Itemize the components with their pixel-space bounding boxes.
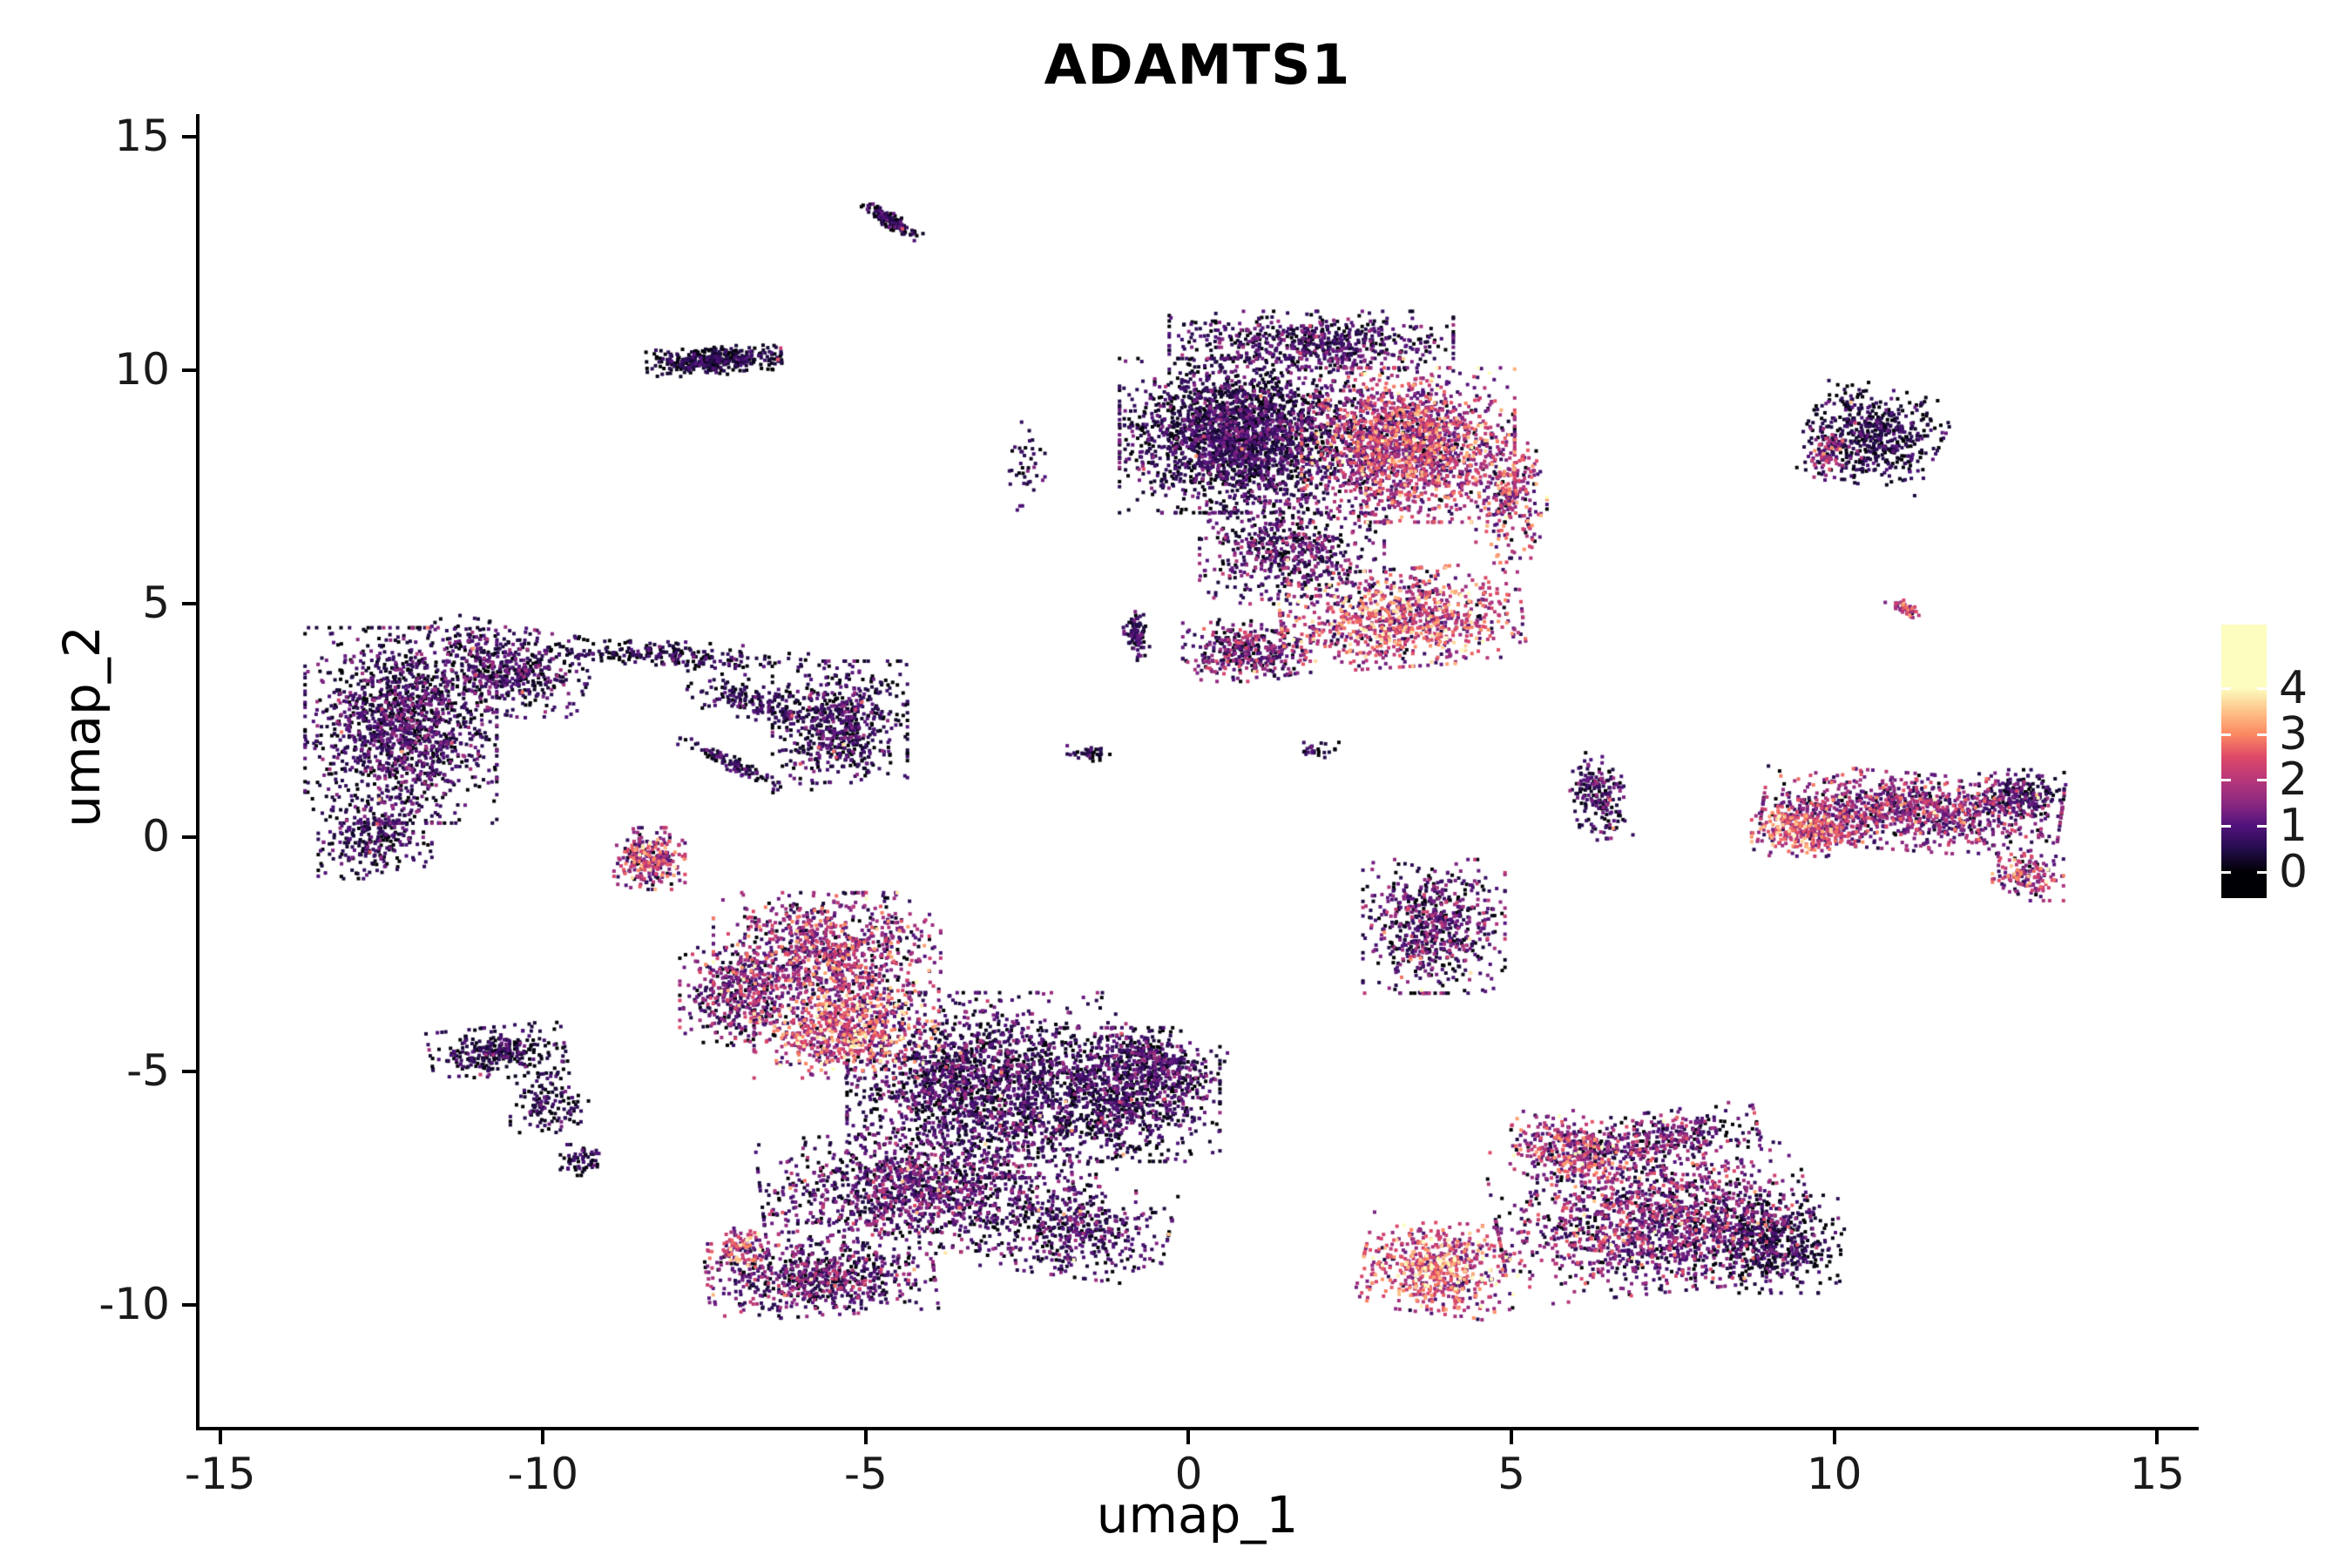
y-tick-label: 0	[142, 811, 170, 862]
colorbar-tick-mark	[2257, 687, 2267, 690]
colorbar-tick-mark	[2221, 733, 2231, 736]
y-tick-mark	[182, 134, 196, 139]
x-tick-label: -15	[184, 1449, 256, 1499]
y-tick-mark	[182, 1302, 196, 1307]
x-axis-spine	[196, 1427, 2199, 1430]
colorbar-tick-label: 1	[2279, 800, 2308, 852]
colorbar-tick-mark	[2221, 687, 2231, 690]
y-axis-label: umap_2	[52, 625, 112, 828]
x-tick-label: -10	[507, 1449, 579, 1499]
plot-panel	[199, 114, 2195, 1427]
colorbar-tick-mark	[2257, 779, 2267, 781]
x-tick-label: 5	[1497, 1449, 1525, 1499]
x-tick-mark	[1832, 1430, 1836, 1444]
y-tick-label: 15	[114, 110, 170, 161]
x-tick-mark	[863, 1430, 868, 1444]
colorbar-tick-label: 3	[2279, 708, 2308, 760]
y-tick-label: -5	[126, 1044, 170, 1096]
y-tick-label: -10	[98, 1278, 170, 1329]
colorbar-tick-mark	[2221, 825, 2231, 828]
y-tick-label: 5	[142, 578, 170, 629]
colorbar-tick-label: 0	[2279, 846, 2308, 898]
colorbar-gradient	[2221, 625, 2267, 898]
scatter-points-canvas	[199, 114, 2195, 1427]
y-tick-mark	[182, 602, 196, 606]
chart-title: ADAMTS1	[1044, 33, 1351, 97]
x-axis-label: umap_1	[1096, 1485, 1299, 1544]
colorbar-tick-mark	[2257, 733, 2267, 736]
colorbar-tick-label: 2	[2279, 754, 2308, 806]
x-tick-mark	[541, 1430, 545, 1444]
x-tick-label: 10	[1806, 1449, 1862, 1499]
x-tick-mark	[1186, 1430, 1191, 1444]
y-tick-mark	[182, 1069, 196, 1073]
y-axis-spine	[196, 114, 199, 1430]
x-tick-mark	[1510, 1430, 1514, 1444]
colorbar-tick-label: 4	[2279, 662, 2308, 714]
colorbar-tick-mark	[2221, 779, 2231, 781]
colorbar-tick-mark	[2257, 871, 2267, 874]
x-tick-label: -5	[843, 1449, 888, 1499]
x-tick-label: 0	[1174, 1449, 1203, 1499]
y-tick-label: 10	[114, 343, 170, 395]
colorbar-tick-mark	[2257, 825, 2267, 828]
x-tick-mark	[218, 1430, 222, 1444]
x-tick-label: 15	[2129, 1449, 2186, 1499]
x-tick-mark	[2155, 1430, 2159, 1444]
y-tick-mark	[182, 368, 196, 372]
y-tick-mark	[182, 835, 196, 840]
colorbar-tick-mark	[2221, 871, 2231, 874]
